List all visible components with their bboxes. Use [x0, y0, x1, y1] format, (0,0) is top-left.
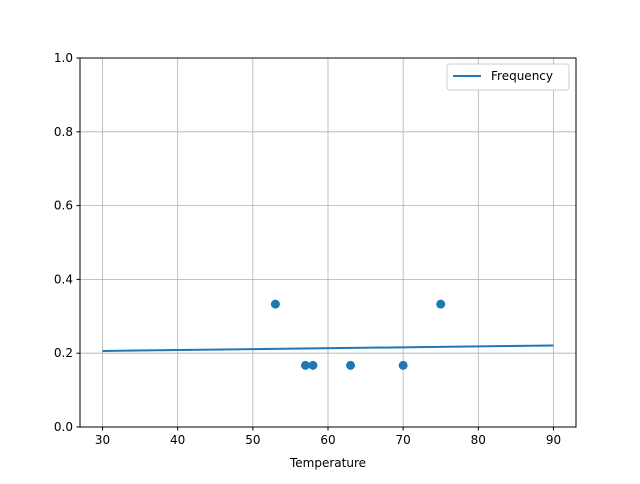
legend-box — [446, 63, 570, 91]
y-tick-label: 0.8 — [54, 125, 73, 139]
legend-label: Frequency — [491, 69, 553, 83]
y-tick-label: 1.0 — [54, 51, 73, 65]
marks — [102, 299, 554, 370]
scatter-point — [346, 360, 356, 370]
x-tick-label: 30 — [95, 433, 110, 447]
frequency-line — [102, 344, 554, 352]
grid — [80, 57, 576, 428]
y-tick-label: 0.0 — [54, 420, 73, 434]
x-tick-label: 50 — [245, 433, 260, 447]
ticks: 30 40 50 60 70 80 90 0.0 0.2 0.4 0.6 0.8 1.0 — [54, 51, 561, 447]
x-tick-label: 80 — [471, 433, 486, 447]
y-tick-label: 0.6 — [54, 199, 73, 213]
y-tick-label: 0.2 — [54, 346, 73, 360]
scatter-point — [300, 360, 310, 370]
x-tick-label: 70 — [396, 433, 411, 447]
legend: Frequency — [446, 63, 570, 91]
x-tick-label: 60 — [320, 433, 335, 447]
scatter-point — [270, 299, 280, 309]
scatter-point — [436, 299, 446, 309]
x-tick-label: 90 — [546, 433, 561, 447]
x-tick-label: 40 — [170, 433, 185, 447]
scatter-point — [308, 360, 318, 370]
x-axis-label: Temperature — [289, 456, 366, 470]
y-tick-label: 0.4 — [54, 272, 73, 286]
scatter-point — [398, 360, 408, 370]
